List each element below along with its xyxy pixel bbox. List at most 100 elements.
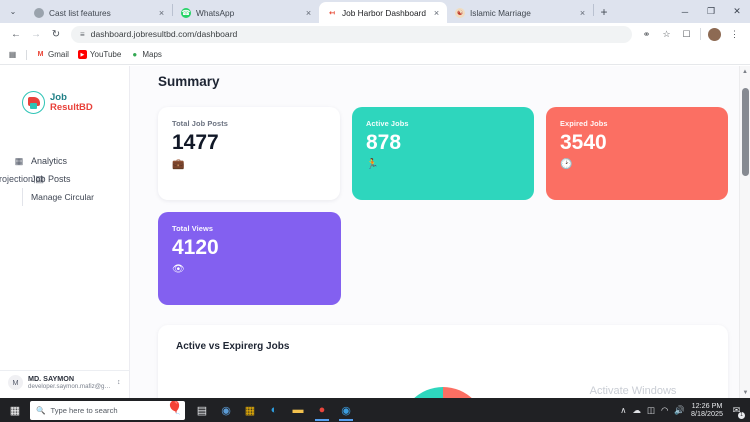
sidebar-item-label: Analytics <box>31 156 68 166</box>
donut-chart-ring <box>400 387 486 398</box>
close-icon[interactable]: × <box>579 7 586 18</box>
card-value: 3540 <box>560 131 607 154</box>
microsoft-edge-icon[interactable]: ◐ <box>270 404 278 416</box>
app-logo[interactable]: Job ResultBD <box>0 66 129 114</box>
search-placeholder: Type here to search <box>50 405 118 415</box>
card-label: Active Jobs <box>366 119 409 128</box>
clock-time: 12:26 PM <box>691 401 723 411</box>
sidebar-item-job-posts[interactable]: projection;▤ Job Posts <box>0 170 129 188</box>
extensions-icon[interactable]: ☐ <box>682 28 691 39</box>
notification-icon[interactable]: ✉ 1 <box>729 403 745 419</box>
avatar: M <box>8 374 23 390</box>
file-explorer-icon[interactable]: ▬ <box>292 404 304 416</box>
battery-icon[interactable]: ◫ <box>646 404 655 415</box>
summary-cards-row-2: Total Views 4120 👁 <box>158 212 728 305</box>
task-view-icon[interactable]: ▤ <box>196 404 208 417</box>
bookmarks-bar: ▦ M Gmail ▶ YouTube ● Maps <box>0 45 750 65</box>
card-value: 4120 <box>172 236 219 259</box>
clock-date: 8/18/2025 <box>691 409 723 418</box>
browser-tab-cast-list-features[interactable]: Cast list features × <box>26 2 172 23</box>
globe-icon <box>34 7 44 18</box>
sidebar-item-analytics[interactable]: ▦ Analytics <box>0 152 129 170</box>
bookmark-label: Maps <box>142 50 162 59</box>
forward-icon[interactable]: → <box>31 28 41 40</box>
page-title: Summary <box>158 74 220 89</box>
wifi-icon[interactable]: ◠ <box>661 404 669 415</box>
volume-icon[interactable]: 🔊 <box>674 404 686 415</box>
bookmark-youtube[interactable]: ▶ YouTube <box>77 50 122 59</box>
bookmark-maps[interactable]: ● Maps <box>130 50 162 59</box>
media-player-icon[interactable]: ◉ <box>335 399 357 421</box>
system-tray: ∧ ☁ ◫ ◠ 🔊 12:26 PM 8/18/2025 ✉ 1 <box>620 402 750 419</box>
browser-tab-islamic-marriage[interactable]: ☯ Islamic Marriage × <box>447 2 593 23</box>
windows-start-icon[interactable]: ▦ <box>9 404 21 417</box>
stat-card-expired-jobs[interactable]: Expired Jobs 3540 🕑 <box>546 107 728 200</box>
close-icon[interactable]: × <box>305 7 312 18</box>
tray-chevron-up-icon[interactable]: ∧ <box>620 404 627 415</box>
gmail-icon: M <box>37 51 44 58</box>
sidebar-user-profile[interactable]: M MD. SAYMON developer.saymon.mafiz@g… ↕ <box>0 369 130 394</box>
taskbar-clock[interactable]: 12:26 PM 8/18/2025 <box>691 402 723 418</box>
scrollbar-thumb[interactable] <box>742 88 749 176</box>
user-name: MD. SAYMON <box>28 374 75 383</box>
profile-avatar[interactable] <box>705 25 724 44</box>
minimize-button[interactable]: ─ <box>681 6 689 17</box>
back-icon[interactable]: ← <box>11 28 21 40</box>
tab-title: WhatsApp <box>196 7 235 18</box>
stat-card-total-views[interactable]: Total Views 4120 👁 <box>158 212 341 305</box>
close-icon[interactable]: × <box>433 7 440 18</box>
window-controls: ─ ❐ ✕ <box>672 0 750 23</box>
chart-panel-active-vs-expired: Active vs Expirerg Jobs Activate Windows… <box>158 325 728 398</box>
windows-taskbar: ▦ 🔍 Type here to search 🎈 ▤ ◉ ▦ ◐ ▬ ● ◉ … <box>0 398 750 422</box>
scroll-up-icon[interactable]: ▲ <box>742 68 748 75</box>
sidebar-item-manage-circular[interactable]: Manage Circular <box>22 188 129 206</box>
scroll-down-icon[interactable]: ▼ <box>742 389 749 396</box>
main-content: Summary Total Job Posts 1477 💼 Active Jo… <box>130 66 750 398</box>
site-settings-icon[interactable]: ≡ <box>80 29 85 39</box>
tab-title: Islamic Marriage <box>470 7 531 18</box>
taskbar-search-input[interactable]: 🔍 Type here to search 🎈 <box>30 400 185 420</box>
page-scrollbar[interactable]: ▲ ▼ <box>739 66 750 398</box>
google-chrome-icon[interactable]: ● <box>311 399 333 421</box>
chevron-updown-icon[interactable]: ↕ <box>117 378 121 386</box>
maximize-button[interactable]: ❐ <box>706 6 716 16</box>
close-window-button[interactable]: ✕ <box>733 6 741 16</box>
search-icon: 🔍 <box>36 405 46 415</box>
bookmark-gmail[interactable]: M Gmail <box>36 50 69 59</box>
browser-tab-whatsapp[interactable]: ☎ WhatsApp × <box>173 2 319 23</box>
apps-grid-icon[interactable]: ▦ <box>8 50 17 59</box>
address-bar[interactable]: ≡ dashboard.jobresultbd.com/dashboard <box>71 25 632 43</box>
tab-search-chevron-icon[interactable]: ⌄ <box>9 7 17 16</box>
bookmark-label: YouTube <box>89 50 122 59</box>
eye-icon: 👁 <box>172 264 185 276</box>
summary-cards-row-1: Total Job Posts 1477 💼 Active Jobs 878 🏃… <box>158 107 728 200</box>
running-person-icon: 🏃 <box>366 159 379 171</box>
watermark-line-1: Activate Windows <box>589 385 677 397</box>
card-value: 878 <box>366 131 402 154</box>
donut-chart[interactable] <box>400 387 486 398</box>
bookmark-divider <box>26 49 27 60</box>
reload-icon[interactable]: ↻ <box>51 28 61 40</box>
copilot-icon[interactable]: ◉ <box>221 404 231 417</box>
whatsapp-icon: ☎ <box>181 7 191 18</box>
card-label: Expired Jobs <box>560 119 608 128</box>
analytics-grid-icon: ▦ <box>14 155 24 166</box>
toolbar-divider <box>700 28 701 40</box>
browser-tab-job-harbor-dashboard[interactable]: ↤ Job Harbor Dashboard × <box>319 2 447 23</box>
new-tab-button[interactable]: + <box>600 5 608 19</box>
tab-title: Cast list features <box>49 7 111 18</box>
microsoft-store-icon[interactable]: ▦ <box>244 404 256 417</box>
bookmark-star-icon[interactable]: ☆ <box>662 28 671 39</box>
stat-card-active-jobs[interactable]: Active Jobs 878 🏃 <box>352 107 534 200</box>
chart-title: Active vs Expirerg Jobs <box>176 341 290 352</box>
stat-card-total-job-posts[interactable]: Total Job Posts 1477 💼 <box>158 107 340 200</box>
close-icon[interactable]: × <box>158 7 165 18</box>
user-info: MD. SAYMON developer.saymon.mafiz@g… <box>28 375 112 390</box>
password-key-icon[interactable]: ⚭ <box>642 28 651 39</box>
taskbar-apps: ▤ ◉ ▦ ◐ ▬ ● ◉ <box>191 399 357 421</box>
browser-menu-icon[interactable]: ⋮ <box>730 28 739 39</box>
page-viewport: Job ResultBD ▦ Analytics projection;▤ Jo… <box>0 66 750 398</box>
card-value: 1477 <box>172 131 219 154</box>
job-resultbd-logo-icon <box>22 91 45 114</box>
onedrive-icon[interactable]: ☁ <box>632 404 641 415</box>
